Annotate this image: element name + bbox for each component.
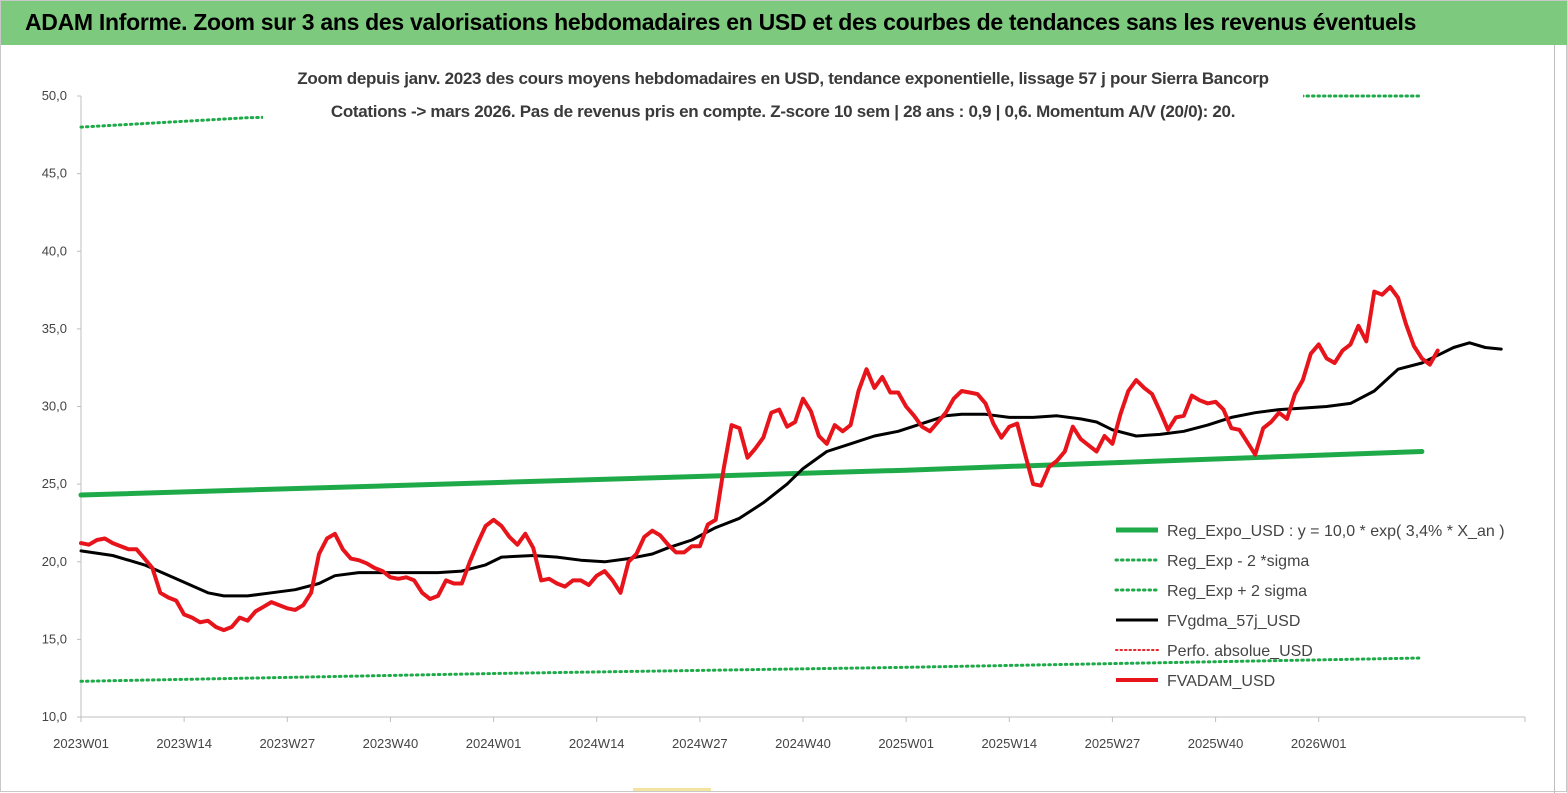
x-tick-label: 2023W01	[53, 736, 109, 751]
x-tick-label: 2024W14	[569, 736, 625, 751]
y-tick-label: 20,0	[42, 554, 67, 569]
y-tick-label: 15,0	[42, 631, 67, 646]
x-tick-label: 2026W01	[1291, 736, 1347, 751]
legend-label: Perfo. absolue_USD	[1167, 643, 1313, 660]
legend-label: Reg_Expo_USD : y = 10,0 * exp( 3,4% * X_…	[1167, 523, 1505, 540]
y-tick-label: 40,0	[42, 243, 67, 258]
x-tick-label: 2025W27	[1085, 736, 1141, 751]
chart-subtitle-line-1: Zoom depuis janv. 2023 des cours moyens …	[297, 69, 1268, 88]
chart-axes: 10,0 15,0 20,0 25,0 30,0 35,0 40,0 45,0 50,0 2023…	[42, 88, 1526, 751]
x-tick-label: 2023W14	[156, 736, 212, 751]
bottom-accent-bar	[633, 788, 711, 791]
y-tick-label: 10,0	[42, 709, 67, 724]
series-line-1	[79, 656, 1424, 683]
y-tick-label: 35,0	[42, 321, 67, 336]
report-title: ADAM Informe. Zoom sur 3 ans des valoris…	[25, 9, 1417, 35]
legend-label: FVADAM_USD	[1167, 673, 1275, 690]
x-tick-label: 2024W27	[672, 736, 728, 751]
chart-subtitle-line-2: Cotations -> mars 2026. Pas de revenus p…	[331, 102, 1235, 121]
x-tick-label: 2023W27	[259, 736, 315, 751]
x-tick-label: 2025W01	[878, 736, 934, 751]
y-tick-label: 30,0	[42, 399, 67, 414]
series-line-3	[79, 341, 1503, 598]
chart-legend: Reg_Expo_USD : y = 10,0 * exp( 3,4% * X_…	[1114, 523, 1505, 690]
x-tick-label: 2024W40	[775, 736, 831, 751]
series-line-5	[79, 285, 1440, 633]
y-tick-label: 50,0	[42, 88, 67, 103]
report-header: ADAM Informe. Zoom sur 3 ans des valoris…	[1, 1, 1567, 45]
x-tick-label: 2025W14	[981, 736, 1037, 751]
x-tick-label: 2025W40	[1188, 736, 1244, 751]
series-line-0	[78, 449, 1425, 498]
frame-divider	[1554, 45, 1555, 793]
legend-label: Reg_Exp + 2 sigma	[1167, 583, 1307, 600]
legend-label: FVgdma_57j_USD	[1167, 613, 1300, 630]
legend-label: Reg_Exp - 2 *sigma	[1167, 553, 1309, 570]
y-tick-label: 25,0	[42, 476, 67, 491]
x-tick-label: 2024W01	[466, 736, 522, 751]
subtitle-background	[263, 61, 1303, 129]
y-tick-label: 45,0	[42, 166, 67, 181]
x-tick-label: 2023W40	[363, 736, 419, 751]
